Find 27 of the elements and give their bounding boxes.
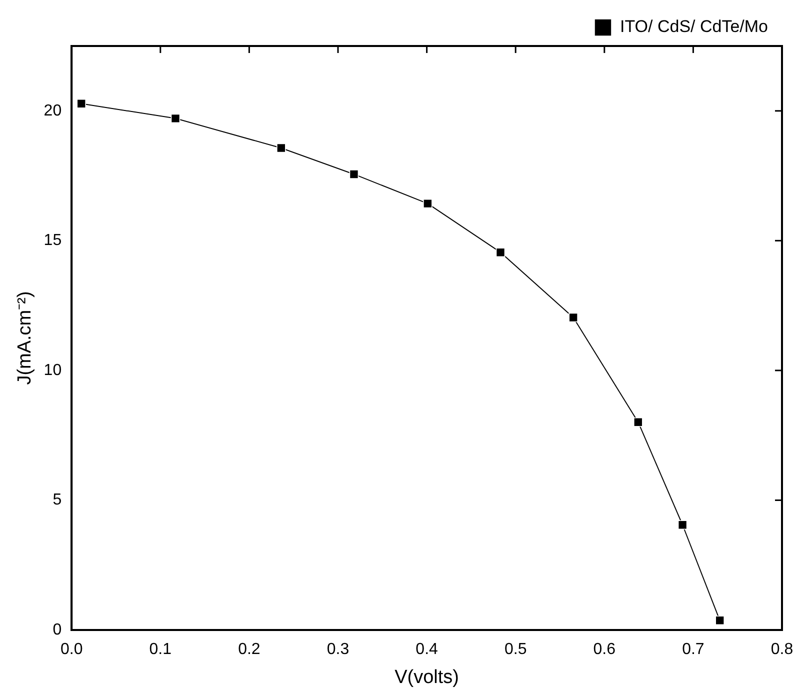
x-tick-label: 0.0 (60, 641, 83, 658)
y-tick-label: 10 (44, 362, 62, 379)
x-tick-label: 0.6 (593, 641, 616, 658)
x-tick-label: 0.4 (416, 641, 438, 658)
y-axis-title: J(mA.cm⁻²) (14, 291, 36, 385)
y-tick-label: 15 (44, 232, 62, 250)
point (170, 114, 180, 124)
legend-label: ITO/ CdS/ CdTe/Mo (620, 17, 768, 36)
point (276, 143, 286, 153)
y-tick-label: 20 (44, 102, 62, 120)
point (568, 312, 578, 322)
x-tick-label: 0.2 (238, 641, 260, 658)
point (76, 98, 86, 108)
y-tick-label: 0 (52, 621, 62, 638)
point (678, 520, 688, 530)
x-tick-label: 0.5 (504, 641, 527, 658)
point (423, 198, 432, 208)
x-axis-title: V(volts) (394, 666, 459, 688)
x-tick-label: 0.1 (149, 641, 172, 658)
y-tick-label: 5 (52, 492, 62, 509)
point (496, 248, 506, 257)
point (715, 616, 724, 626)
x-tick-label: 0.8 (770, 641, 794, 658)
point (349, 170, 359, 179)
x-tick-label: 0.3 (326, 641, 350, 658)
x-tick-label: 0.7 (682, 641, 704, 658)
point (634, 417, 643, 427)
